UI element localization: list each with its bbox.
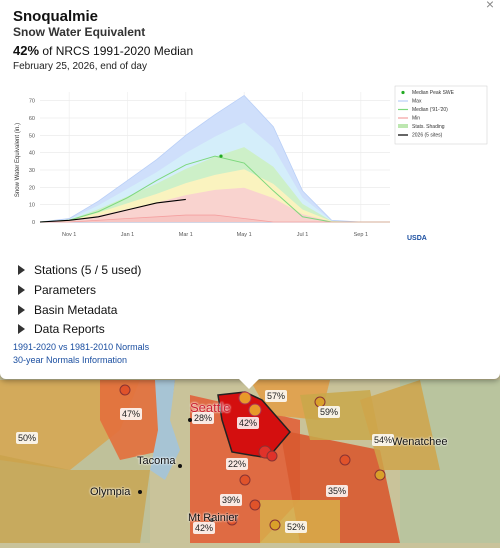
- basin-54: [360, 380, 440, 470]
- basin-percent-label: 42%: [193, 522, 216, 534]
- x-tick-label: Jan 1: [121, 232, 134, 238]
- city-label-wenatchee: Wenatchee: [392, 436, 448, 448]
- close-icon[interactable]: ×: [485, 0, 494, 12]
- x-tick-label: Sep 1: [354, 232, 368, 238]
- basin-left-lower: [0, 455, 150, 543]
- series-line: [40, 214, 390, 223]
- expand-triangle-icon: [18, 324, 25, 334]
- percent-suffix: of NRCS 1991-2020 Median: [42, 44, 194, 58]
- legend-swatch: [398, 124, 408, 128]
- section-parameters[interactable]: Parameters: [18, 283, 96, 297]
- x-tick-label: Mar 1: [179, 232, 193, 238]
- legend-label: Median Peak SWE: [412, 90, 455, 96]
- y-axis: 0 10 20 30 40 50 60 70: [29, 99, 35, 226]
- y-tick-label: 0: [32, 220, 35, 226]
- legend-swatch: [401, 90, 405, 95]
- min-band: [40, 215, 390, 222]
- legend-label: Min: [412, 116, 420, 122]
- basin-percent-label: 35%: [326, 485, 349, 497]
- basin-percent-label: 52%: [285, 521, 308, 533]
- basin-percent-label: 22%: [226, 458, 249, 470]
- basin-percent-label: 47%: [120, 408, 143, 420]
- swe-chart[interactable]: 0 10 20 30 40 50 60 70 Nov 1 Jan 1 Mar 1 May 1 Jul …: [10, 80, 490, 250]
- x-tick-label: Nov 1: [62, 232, 76, 238]
- date-line: February 25, 2026, end of day: [13, 61, 147, 72]
- x-tick-label: Jul 1: [297, 232, 309, 238]
- section-basin-metadata[interactable]: Basin Metadata: [18, 303, 117, 317]
- normals-comparison-link[interactable]: 1991-2020 vs 1981-2010 Normals: [13, 342, 150, 352]
- section-data-reports[interactable]: Data Reports: [18, 322, 105, 336]
- y-tick-label: 30: [29, 168, 35, 174]
- x-axis: Nov 1 Jan 1 Mar 1 May 1 Jul 1 Sep 1: [62, 232, 368, 238]
- y-tick-label: 10: [29, 203, 35, 209]
- basin-percent-label: 59%: [318, 406, 341, 418]
- legend-label: 2026 (5 sites): [412, 133, 443, 139]
- section-label: Stations (5 / 5 used): [34, 263, 142, 277]
- usda-logo: USDA: [407, 235, 427, 242]
- legend-label: Median ('91-'20): [412, 107, 448, 113]
- basin-percent-label: 42%: [237, 417, 260, 429]
- basin-percent-label: 28%: [192, 412, 215, 424]
- section-stations[interactable]: Stations (5 / 5 used): [18, 263, 141, 277]
- median-peak-marker: [219, 154, 223, 158]
- station-markers[interactable]: [119, 384, 386, 531]
- city-label-olympia: Olympia: [90, 486, 131, 498]
- percent-value: 42%: [13, 43, 40, 58]
- y-tick-label: 70: [29, 99, 35, 105]
- expand-triangle-icon: [18, 265, 25, 275]
- city-label-tacoma: Tacoma: [137, 455, 176, 467]
- chart-legend: Median Peak SWE Max Median ('91-'20) Min Sta…: [394, 85, 488, 145]
- section-label: Basin Metadata: [34, 303, 118, 317]
- series-line: [39, 94, 390, 223]
- popup-title: Snoqualmie: [13, 8, 99, 25]
- basin-percent-label: 39%: [220, 494, 243, 506]
- y-tick-label: 50: [29, 133, 35, 139]
- percent-of-median: 42% of NRCS 1991-2020 Median: [13, 43, 193, 58]
- y-tick-label: 20: [29, 185, 35, 191]
- chart-lines: [39, 94, 390, 223]
- stats-shading-band: [40, 187, 390, 222]
- legend-label: Stats. Shading: [412, 124, 445, 130]
- city-label-seattle: Seattle: [190, 400, 231, 415]
- city-label-mt-rainier: Mt Rainier: [188, 512, 239, 524]
- y-tick-label: 40: [29, 151, 35, 157]
- section-label: Data Reports: [34, 322, 105, 336]
- popup-subtitle: Snow Water Equivalent: [13, 25, 146, 39]
- section-label: Parameters: [34, 283, 97, 297]
- basin-popup: × Snoqualmie Snow Water Equivalent 42% o…: [0, 0, 500, 379]
- basin-percent-label: 50%: [16, 432, 39, 444]
- basin-percent-label: 54%: [372, 434, 395, 446]
- x-tick-label: May 1: [237, 232, 252, 238]
- popup-pointer: [238, 378, 260, 389]
- legend-box: [394, 85, 488, 145]
- expand-triangle-icon: [18, 285, 25, 295]
- y-axis-label: Snow Water Equivalent (in.): [15, 123, 21, 197]
- current-year-line: [39, 198, 186, 223]
- chart-areas: [40, 95, 390, 222]
- legend-label: Max: [412, 99, 422, 105]
- expand-triangle-icon: [18, 305, 25, 315]
- basin-percent-label: 57%: [265, 390, 288, 402]
- y-tick-label: 60: [29, 116, 35, 122]
- normals-info-link[interactable]: 30-year Normals Information: [13, 355, 128, 365]
